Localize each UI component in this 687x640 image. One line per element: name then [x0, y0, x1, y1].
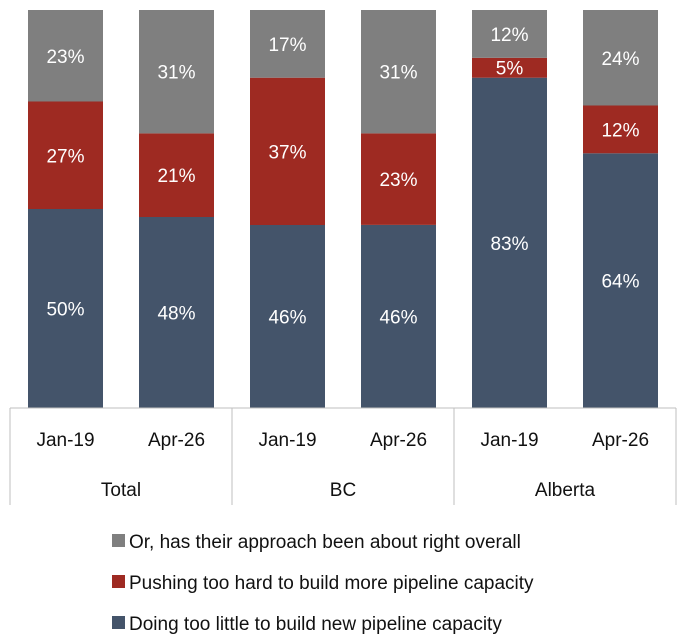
- legend-label: Or, has their approach been about right …: [129, 532, 521, 553]
- data-label: 31%: [157, 63, 195, 84]
- x-tick-label: Jan-19: [36, 430, 94, 451]
- data-label: 12%: [601, 120, 639, 141]
- data-label: 83%: [490, 234, 528, 255]
- group-label: Alberta: [535, 480, 596, 501]
- bar-segment: [250, 10, 325, 78]
- data-label: 46%: [379, 308, 417, 329]
- x-tick-label: Jan-19: [258, 430, 316, 451]
- data-label: 46%: [268, 308, 306, 329]
- data-label: 50%: [46, 300, 84, 321]
- bar-segment: [250, 224, 325, 408]
- bar-segment: [361, 224, 436, 408]
- data-label: 17%: [268, 35, 306, 56]
- data-label: 48%: [157, 304, 195, 325]
- data-label: 23%: [379, 170, 417, 191]
- data-label: 5%: [496, 59, 524, 80]
- bar-segment: [361, 10, 436, 134]
- bar-segment: [472, 77, 547, 408]
- legend-label: Doing too little to build new pipeline c…: [129, 614, 502, 635]
- bar-segment: [583, 10, 658, 106]
- data-label: 64%: [601, 272, 639, 293]
- bar-segment: [28, 10, 103, 102]
- data-label: 31%: [379, 63, 417, 84]
- legend-label: Pushing too hard to build more pipeline …: [129, 573, 534, 594]
- legend-swatch: [112, 534, 125, 547]
- bar-segment: [250, 77, 325, 225]
- data-label: 37%: [268, 142, 306, 163]
- data-label: 27%: [46, 146, 84, 167]
- x-tick-label: Apr-26: [148, 430, 205, 451]
- data-label: 21%: [157, 166, 195, 187]
- bar-segment: [583, 153, 658, 408]
- group-label: BC: [330, 480, 356, 501]
- x-tick-label: Jan-19: [480, 430, 538, 451]
- bar-segment: [139, 10, 214, 134]
- bar-segment: [28, 101, 103, 209]
- group-label: Total: [101, 480, 141, 501]
- x-tick-label: Apr-26: [592, 430, 649, 451]
- bar-segment: [472, 57, 547, 78]
- bar-segment: [472, 10, 547, 58]
- data-label: 23%: [46, 47, 84, 68]
- x-tick-label: Apr-26: [370, 430, 427, 451]
- bar-segment: [583, 105, 658, 154]
- legend-swatch: [112, 575, 125, 588]
- data-label: 24%: [601, 49, 639, 70]
- bar-segment: [28, 209, 103, 408]
- legend-swatch: [112, 616, 125, 629]
- bar-segment: [361, 133, 436, 225]
- data-label: 12%: [490, 25, 528, 46]
- bar-segment: [139, 133, 214, 217]
- bar-segment: [139, 217, 214, 408]
